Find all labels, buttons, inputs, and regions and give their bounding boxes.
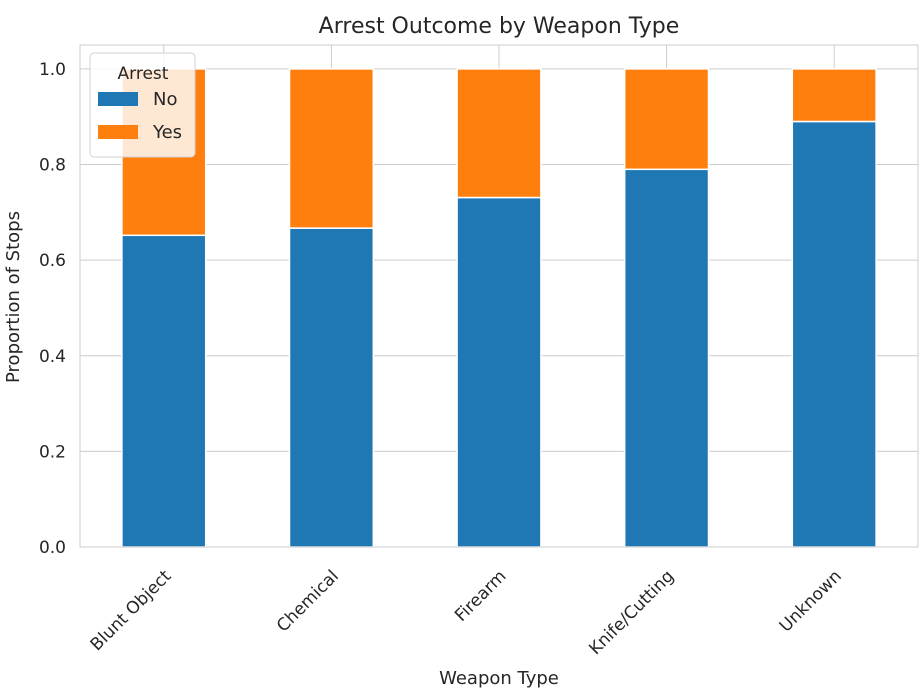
bar-yes [288, 68, 375, 229]
x-tick-label: Blunt Object [87, 566, 176, 655]
bar-yes [456, 68, 542, 199]
bar-no [456, 196, 542, 548]
bar-yes [791, 68, 877, 123]
y-tick-label: 0.4 [39, 347, 66, 367]
chart-title: Arrest Outcome by Weapon Type [319, 14, 680, 39]
legend-label: No [153, 89, 177, 110]
x-tick-label: Unknown [776, 566, 846, 636]
legend: Arrest No Yes [89, 52, 196, 158]
legend-swatch [98, 125, 138, 139]
y-tick-label: 0.8 [39, 156, 66, 176]
legend-swatch [98, 92, 138, 106]
bar-no [288, 227, 375, 548]
y-axis-label: Proportion of Stops [3, 211, 24, 383]
legend-title: Arrest [118, 64, 169, 84]
plot-frame [79, 44, 919, 548]
legend-items: No Yes [98, 89, 182, 143]
x-tick-label: Chemical [273, 566, 343, 636]
bar-no [791, 120, 877, 548]
bars [121, 68, 877, 548]
x-axis-label: Weapon Type [439, 668, 559, 689]
y-tick-label: 0.2 [39, 442, 66, 462]
y-tick-label: 1.0 [39, 60, 66, 80]
x-tick-labels: Blunt Object Chemical Firearm Knife/Cutting… [87, 566, 846, 659]
bar-no [623, 168, 710, 548]
bar-yes [623, 68, 710, 171]
bar-no [121, 234, 207, 548]
y-tick-label: 0.6 [39, 251, 66, 271]
y-tick-label: 0.0 [39, 538, 66, 558]
x-tick-label: Knife/Cutting [585, 566, 678, 659]
x-tick-label: Firearm [451, 566, 510, 625]
legend-label: Yes [152, 122, 182, 143]
y-tick-labels: 0.0 0.2 0.4 0.6 0.8 1.0 [39, 60, 66, 558]
